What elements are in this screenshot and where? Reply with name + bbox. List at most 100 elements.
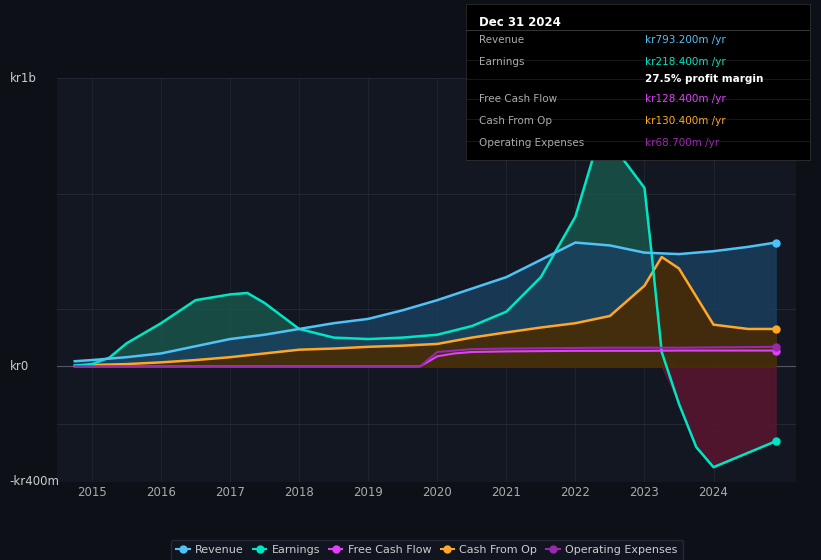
Cash From Op xyxy=(190,357,200,363)
Earnings xyxy=(771,438,781,445)
Earnings xyxy=(502,309,511,315)
Cash From Op xyxy=(605,312,615,319)
Text: kr0: kr0 xyxy=(10,360,29,373)
Operating Expenses xyxy=(433,349,443,356)
Line: Cash From Op: Cash From Op xyxy=(75,257,776,366)
Operating Expenses xyxy=(709,344,718,351)
Earnings xyxy=(87,361,97,367)
Text: Free Cash Flow: Free Cash Flow xyxy=(479,94,557,104)
Operating Expenses xyxy=(674,344,684,351)
Cash From Op xyxy=(657,254,667,260)
Free Cash Flow xyxy=(709,347,718,354)
Cash From Op xyxy=(398,342,408,349)
Operating Expenses xyxy=(536,345,546,352)
Text: Earnings: Earnings xyxy=(479,57,525,67)
Revenue xyxy=(571,239,580,246)
Legend: Revenue, Earnings, Free Cash Flow, Cash From Op, Operating Expenses: Revenue, Earnings, Free Cash Flow, Cash … xyxy=(171,540,683,560)
Earnings xyxy=(70,362,80,369)
Free Cash Flow xyxy=(771,347,781,354)
Operating Expenses xyxy=(467,346,477,352)
Earnings xyxy=(709,464,718,470)
Free Cash Flow xyxy=(433,353,443,360)
Operating Expenses xyxy=(743,344,753,351)
Free Cash Flow xyxy=(502,348,511,355)
Free Cash Flow xyxy=(674,347,684,354)
Revenue xyxy=(225,335,235,342)
Cash From Op xyxy=(156,359,166,366)
Earnings xyxy=(156,320,166,326)
Cash From Op xyxy=(674,265,684,272)
Earnings xyxy=(640,184,649,191)
Text: 27.5% profit margin: 27.5% profit margin xyxy=(644,74,764,84)
Cash From Op xyxy=(311,346,321,352)
Revenue xyxy=(398,307,408,314)
Free Cash Flow xyxy=(467,349,477,356)
Operating Expenses xyxy=(571,344,580,351)
Revenue xyxy=(294,325,304,332)
Line: Earnings: Earnings xyxy=(75,142,776,467)
Revenue xyxy=(87,357,97,363)
Line: Operating Expenses: Operating Expenses xyxy=(75,347,776,366)
Revenue xyxy=(502,274,511,281)
Cash From Op xyxy=(709,321,718,328)
Free Cash Flow xyxy=(640,348,649,354)
Earnings xyxy=(225,291,235,298)
Free Cash Flow xyxy=(450,350,460,357)
Cash From Op xyxy=(502,329,511,336)
Operating Expenses xyxy=(605,344,615,351)
Text: kr68.700m /yr: kr68.700m /yr xyxy=(644,138,719,148)
Earnings xyxy=(536,274,546,281)
Text: kr130.400m /yr: kr130.400m /yr xyxy=(644,116,726,126)
Revenue xyxy=(328,320,338,326)
Operating Expenses xyxy=(70,363,80,370)
Revenue xyxy=(259,332,269,338)
Free Cash Flow xyxy=(605,348,615,354)
Cash From Op xyxy=(536,324,546,331)
Cash From Op xyxy=(364,343,374,350)
Revenue xyxy=(190,343,200,349)
Earnings xyxy=(571,213,580,220)
Revenue xyxy=(674,251,684,258)
Text: kr1b: kr1b xyxy=(10,72,36,85)
Cash From Op xyxy=(743,325,753,332)
Free Cash Flow xyxy=(536,348,546,354)
Free Cash Flow xyxy=(70,363,80,370)
Text: Operating Expenses: Operating Expenses xyxy=(479,138,585,148)
Cash From Op xyxy=(640,282,649,289)
Text: Cash From Op: Cash From Op xyxy=(479,116,553,126)
Operating Expenses xyxy=(640,344,649,351)
Cash From Op xyxy=(433,340,443,347)
Earnings xyxy=(122,340,131,347)
Revenue xyxy=(156,350,166,357)
Earnings xyxy=(433,332,443,338)
Revenue xyxy=(709,248,718,255)
Revenue xyxy=(70,358,80,365)
Cash From Op xyxy=(87,362,97,368)
Revenue xyxy=(536,256,546,263)
Operating Expenses xyxy=(415,363,425,370)
Revenue xyxy=(433,297,443,304)
Earnings xyxy=(364,335,374,342)
Cash From Op xyxy=(328,345,338,352)
Operating Expenses xyxy=(450,347,460,354)
Free Cash Flow xyxy=(571,348,580,354)
Earnings xyxy=(104,354,114,361)
Cash From Op xyxy=(571,320,580,326)
Earnings xyxy=(190,297,200,304)
Earnings xyxy=(743,450,753,456)
Text: kr128.400m /yr: kr128.400m /yr xyxy=(644,94,726,104)
Line: Revenue: Revenue xyxy=(75,242,776,361)
Cash From Op xyxy=(70,362,80,369)
Revenue xyxy=(122,354,131,361)
Earnings xyxy=(674,400,684,407)
Earnings xyxy=(657,349,667,356)
Earnings xyxy=(646,248,656,255)
Text: Revenue: Revenue xyxy=(479,35,525,45)
Earnings xyxy=(294,325,304,332)
Text: Dec 31 2024: Dec 31 2024 xyxy=(479,16,562,29)
Text: kr218.400m /yr: kr218.400m /yr xyxy=(644,57,726,67)
Revenue xyxy=(771,239,781,246)
Cash From Op xyxy=(771,325,781,332)
Revenue xyxy=(640,249,649,256)
Earnings xyxy=(467,323,477,329)
